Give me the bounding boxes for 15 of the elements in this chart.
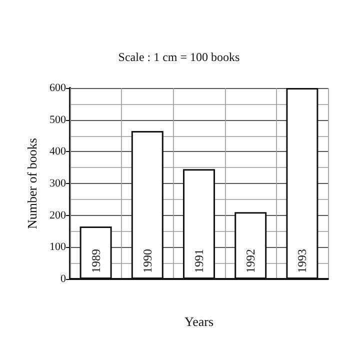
y-tick-label: 600 xyxy=(50,82,66,94)
x-tick-label: 1992 xyxy=(244,249,258,273)
y-tick-label: 0 xyxy=(60,273,66,285)
y-tick-label: 100 xyxy=(50,241,66,254)
y-axis-title: Number of books xyxy=(24,138,40,229)
x-tick-label: 1990 xyxy=(140,249,154,273)
y-tick-label: 400 xyxy=(50,146,66,158)
x-tick-label: 1989 xyxy=(88,249,103,273)
x-tick-label: 1991 xyxy=(192,249,206,273)
y-tick-label: 300 xyxy=(50,178,66,190)
text: Scale : 1 cm = 100 books xyxy=(118,50,240,64)
x-axis-title: Years xyxy=(184,314,214,329)
y-tick-label: 200 xyxy=(50,209,66,222)
x-tick-label: 1993 xyxy=(295,249,310,273)
y-tick-label: 500 xyxy=(50,114,66,126)
